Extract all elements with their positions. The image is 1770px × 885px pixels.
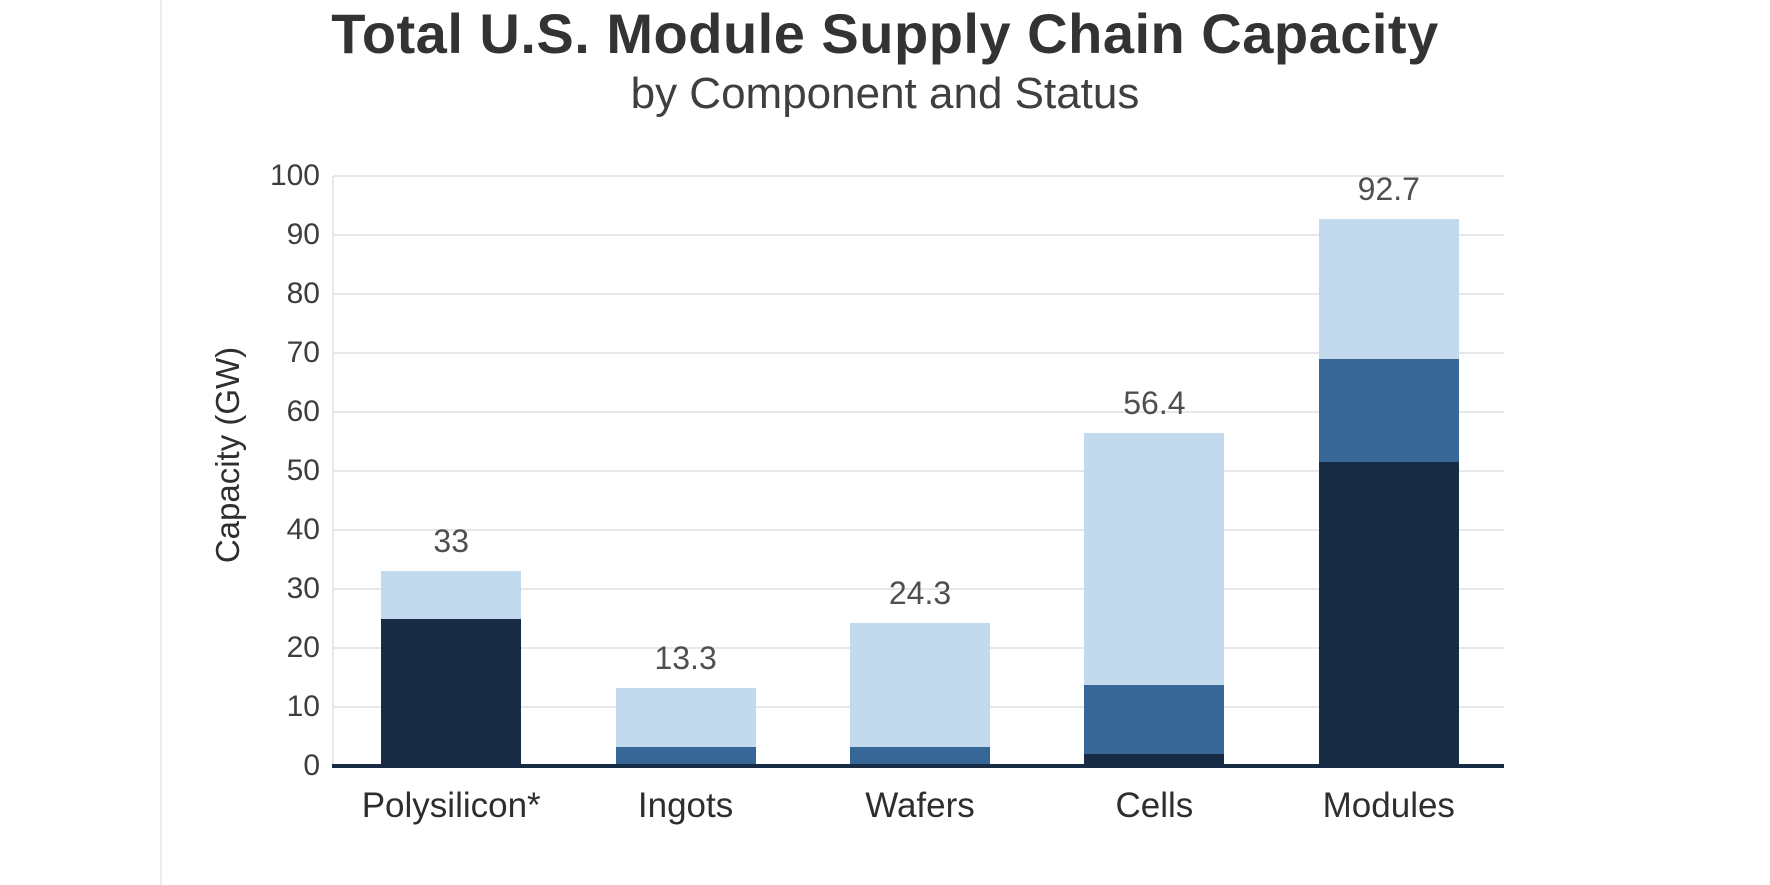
x-axis-label-polysilicon: Polysilicon* [361,786,541,825]
gridline-70 [334,352,1504,354]
x-axis-line [332,764,1504,768]
gridline-90 [334,234,1504,236]
y-tick-label-40: 40 [286,513,320,546]
y-tick-label-20: 20 [286,631,320,664]
gridline-40 [334,529,1504,531]
chart-title: Total U.S. Module Supply Chain Capacity [331,2,1439,65]
bar-ingots-segment-medium-blue [615,746,756,766]
chart-subtitle: by Component and Status [630,69,1140,118]
bar-total-label-modules: 92.7 [1357,171,1420,208]
gridline-30 [334,588,1504,590]
plot-area: 0 10 20 30 40 50 60 70 80 90 100 33 Polysilicon* 13.3… [270,161,1504,823]
y-tick-label-100: 100 [269,159,320,192]
bar-total-label-cells: 56.4 [1123,385,1186,422]
bar-total-label-polysilicon: 33 [433,523,469,560]
chart-header: Total U.S. Module Supply Chain Capacity … [0,6,1770,116]
bar-wafers-segment-light-blue [850,622,990,747]
bar-wafers-segment-medium-blue [850,746,990,766]
gridline-80 [334,293,1504,295]
bar-ingots-segment-light-blue [615,687,756,747]
y-tick-label-80: 80 [286,277,320,310]
y-tick-label-70: 70 [286,336,320,369]
bar-modules-segment-light-blue [1318,219,1459,359]
bar-modules-segment-dark-navy [1318,461,1459,766]
y-tick-label-30: 30 [286,572,320,605]
bar-polysilicon-segment-dark-navy [381,618,522,766]
x-axis-label-modules: Modules [1322,786,1455,825]
x-axis-label-ingots: Ingots [637,786,734,825]
y-tick-label-10: 10 [286,690,320,723]
gridline-50 [334,470,1504,472]
page-edge-divider [160,0,162,885]
x-axis-label-wafers: Wafers [865,786,975,825]
bar-cells-segment-light-blue [1084,433,1225,686]
bar-total-label-wafers: 24.3 [888,574,952,611]
x-axis-label-cells: Cells [1115,786,1194,825]
y-tick-label-50: 50 [286,454,320,487]
gridline-100 [334,175,1504,177]
y-tick-label-0: 0 [303,749,320,782]
bar-polysilicon-segment-light-blue [381,571,522,619]
bar-modules-segment-medium-blue [1318,358,1459,462]
y-tick-label-90: 90 [286,218,320,251]
bar-cells-segment-dark-navy [1084,754,1225,766]
bar-total-label-ingots: 13.3 [654,639,717,676]
bar-cells-segment-medium-blue [1084,685,1225,755]
gridline-60 [334,411,1504,413]
y-tick-label-60: 60 [286,395,320,428]
